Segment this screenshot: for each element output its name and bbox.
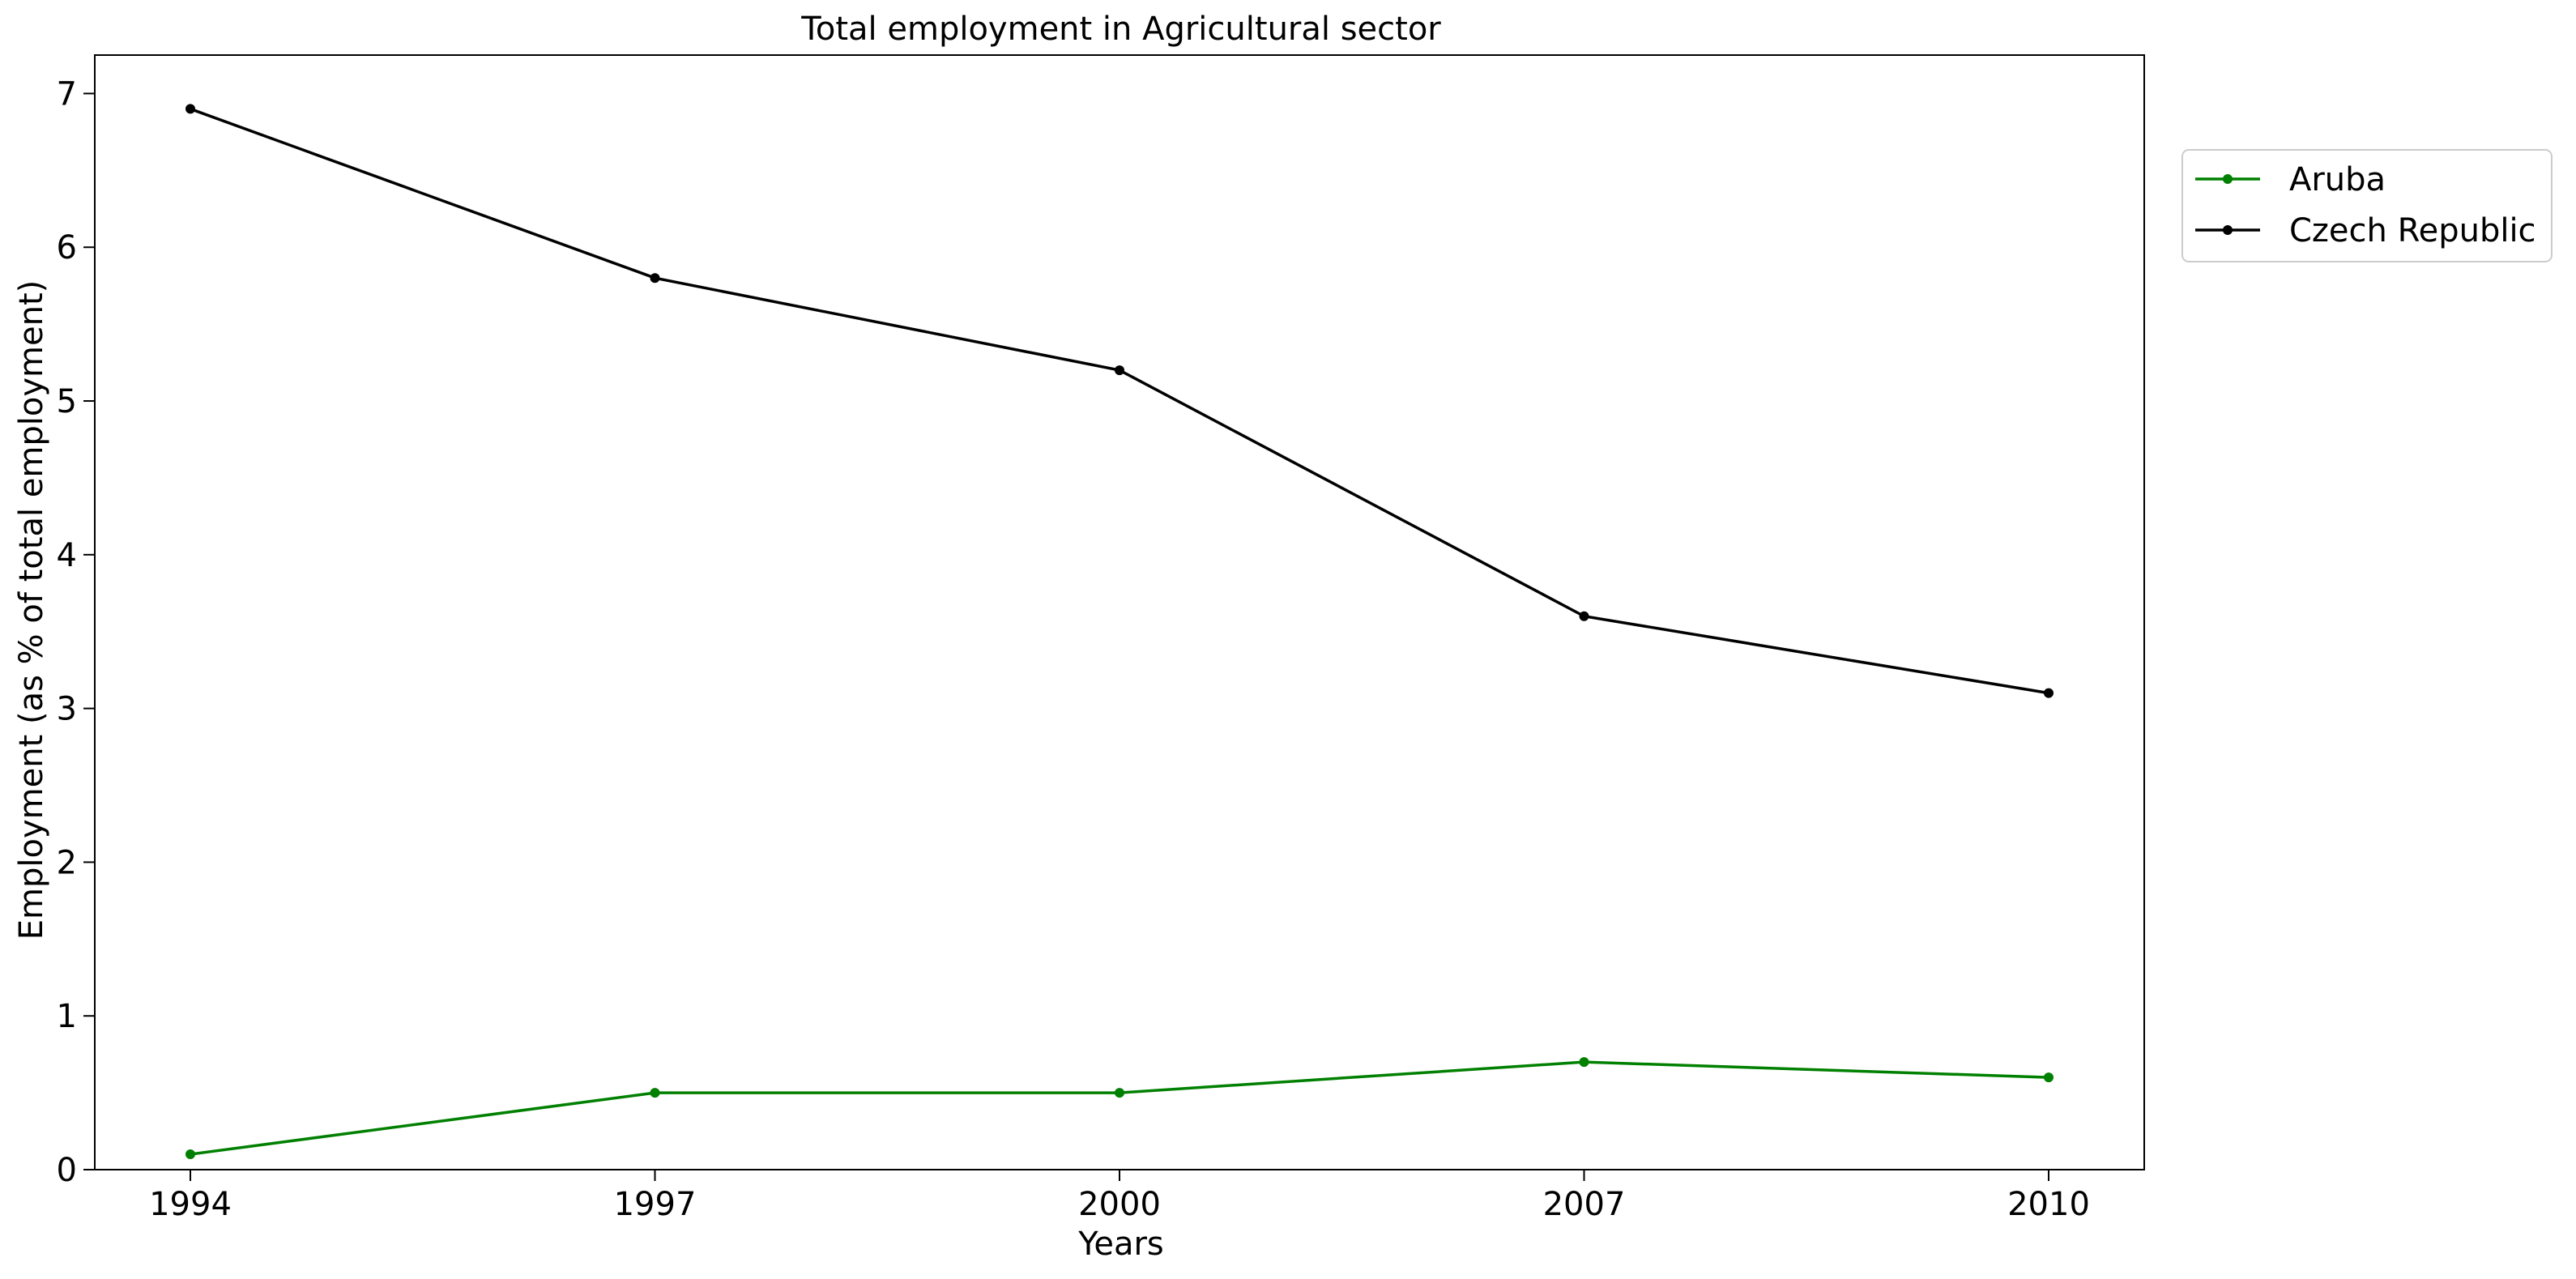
legend: Aruba Czech Republic: [2181, 149, 2553, 262]
data-point: [650, 273, 660, 284]
data-point: [1579, 611, 1589, 621]
x-tick-label: 1994: [149, 1186, 232, 1223]
series-layer: [186, 104, 2054, 1160]
y-tick-label: 7: [57, 75, 77, 113]
data-point: [186, 1149, 195, 1160]
x-axis: 1994 1997 2000 2007 2010: [149, 1170, 2090, 1223]
x-tick-label: 2007: [1543, 1186, 1626, 1223]
y-tick-label: 0: [57, 1152, 77, 1189]
x-tick-label: 1997: [614, 1186, 697, 1223]
y-axis: 0 1 2 3 4 5 6 7: [57, 75, 95, 1189]
data-point: [1115, 365, 1124, 376]
y-tick-label: 3: [57, 691, 77, 728]
data-point: [186, 104, 195, 114]
chart-title: Total employment in Agricultural sector: [800, 11, 1441, 48]
y-tick-label: 5: [57, 383, 77, 420]
legend-label: Czech Republic: [2289, 212, 2536, 249]
data-point: [1115, 1088, 1124, 1098]
y-tick-label: 2: [57, 844, 77, 881]
plot-frame: [94, 54, 2145, 1170]
legend-entry: Czech Republic: [2195, 212, 2536, 249]
legend-marker: [2223, 225, 2233, 235]
legend-entry: Aruba: [2195, 161, 2386, 198]
legend-label: Aruba: [2289, 161, 2386, 198]
series-czech-republic: [186, 104, 2054, 698]
x-tick-label: 2000: [1078, 1186, 1161, 1223]
data-point: [2044, 1072, 2054, 1083]
legend-marker: [2223, 174, 2233, 184]
x-axis-label: Years: [1077, 1226, 1164, 1263]
y-axis-label: Employment (as % of total employment): [13, 280, 50, 940]
y-tick-label: 6: [57, 229, 77, 266]
x-tick-label: 2010: [2007, 1186, 2090, 1223]
data-point: [2044, 688, 2054, 698]
y-tick-label: 4: [57, 537, 77, 574]
y-tick-label: 1: [57, 998, 77, 1035]
legend-box: [2181, 149, 2553, 262]
series-aruba: [186, 1057, 2054, 1160]
data-point: [1579, 1057, 1589, 1068]
data-point: [650, 1088, 660, 1098]
